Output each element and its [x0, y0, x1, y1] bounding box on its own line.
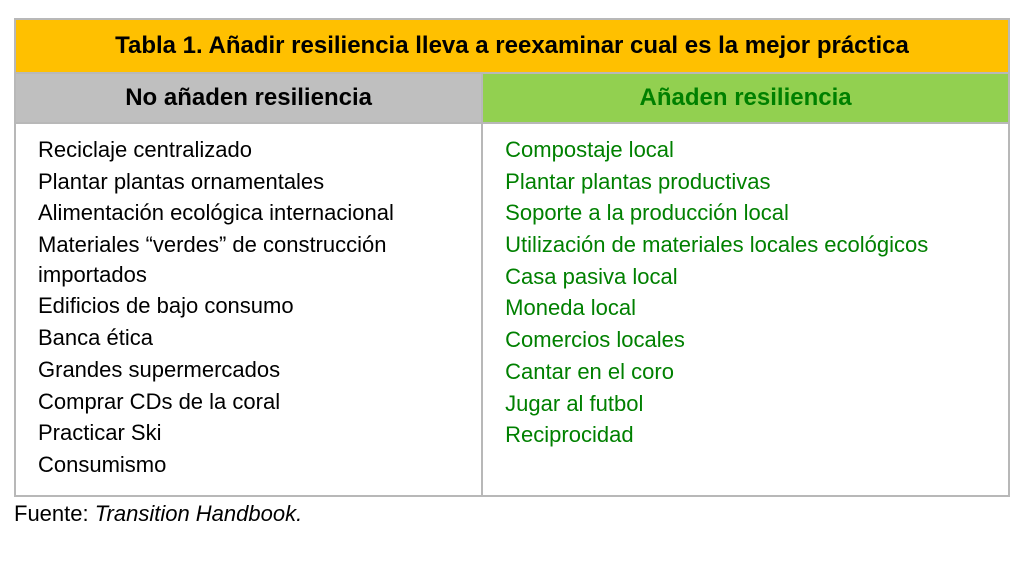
source-value: Transition Handbook. [95, 501, 303, 526]
list-item: Reciclaje centralizado [38, 134, 473, 166]
header-row: No añaden resiliencia Añaden resiliencia [15, 73, 1009, 123]
list-item: Utilización de materiales locales ecológ… [505, 229, 1000, 261]
list-item: Consumismo [38, 449, 473, 481]
list-item: Jugar al futbol [505, 388, 1000, 420]
list-item: Grandes supermercados [38, 354, 473, 386]
list-item: Comprar CDs de la coral [38, 386, 473, 418]
list-item: Practicar Ski [38, 417, 473, 449]
header-right: Añaden resiliencia [482, 73, 1009, 123]
title-row: Tabla 1. Añadir resiliencia lleva a reex… [15, 19, 1009, 73]
body-row: Reciclaje centralizadoPlantar plantas or… [15, 123, 1009, 496]
list-item: Reciprocidad [505, 419, 1000, 451]
list-item: Moneda local [505, 292, 1000, 324]
list-item: Banca ética [38, 322, 473, 354]
source-line: Fuente: Transition Handbook. [14, 497, 1010, 527]
right-cell: Compostaje localPlantar plantas producti… [482, 123, 1009, 496]
title-text: Añadir resiliencia lleva a reexaminar cu… [208, 32, 908, 59]
header-left: No añaden resiliencia [15, 73, 482, 123]
table-title: Tabla 1. Añadir resiliencia lleva a reex… [15, 19, 1009, 73]
left-cell: Reciclaje centralizadoPlantar plantas or… [15, 123, 482, 496]
list-item: Compostaje local [505, 134, 1000, 166]
title-label: Tabla 1 [115, 32, 196, 59]
resilience-table: Tabla 1. Añadir resiliencia lleva a reex… [14, 18, 1010, 497]
list-item: Edificios de bajo consumo [38, 290, 473, 322]
source-label: Fuente: [14, 501, 95, 526]
list-item: Comercios locales [505, 324, 1000, 356]
list-item: Casa pasiva local [505, 261, 1000, 293]
list-item: Cantar en el coro [505, 356, 1000, 388]
list-item: Soporte a la producción local [505, 197, 1000, 229]
list-item: Alimentación ecológica internacional [38, 197, 473, 229]
list-item: Plantar plantas ornamentales [38, 166, 473, 198]
list-item: Materiales “verdes” de construcción impo… [38, 229, 473, 290]
list-item: Plantar plantas productivas [505, 166, 1000, 198]
